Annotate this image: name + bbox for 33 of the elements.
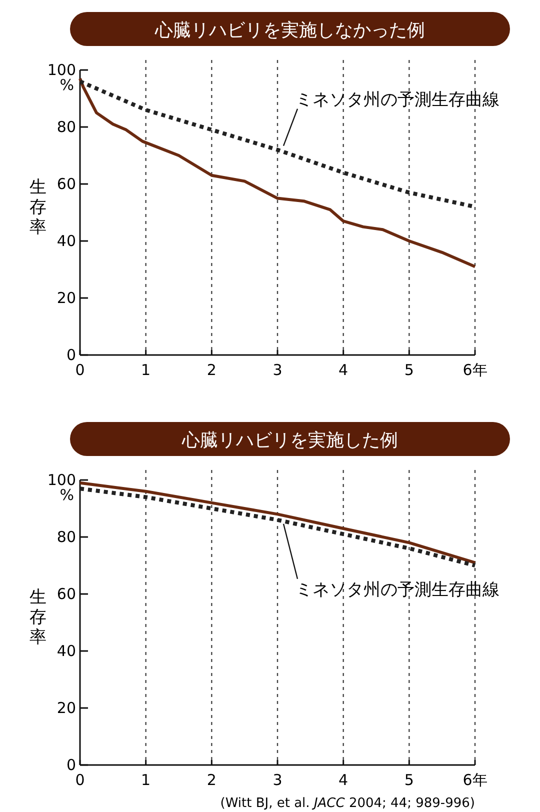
y-tick-label: 60 [56,585,76,603]
y-tick-label: 20 [56,289,76,307]
y-tick-label: 0 [66,346,76,364]
y-tick-label: 40 [56,642,76,660]
text: ミネソタ州の予測生存曲線 [296,90,500,110]
text: % [60,76,74,94]
y-tick-label: 40 [56,232,76,250]
x-tick-label: 4 [338,771,348,789]
chart-title: 心臓リハビリを実施しなかった例 [154,20,425,41]
x-tick-label: 5 [404,771,414,789]
y-tick-label: 20 [56,699,76,717]
chart-title: 心臓リハビリを実施した例 [181,430,398,451]
x-tick-label: 4 [338,361,348,379]
x-tick-label: 6年 [462,771,488,789]
y-tick-label: 80 [56,528,76,546]
text: (Witt BJ, et al. JACC 2004; 44; 989-996) [220,796,475,811]
y-tick-label: 100 [47,61,76,79]
y-tick-label: 100 [47,471,76,489]
x-tick-label: 3 [272,771,282,789]
y-axis-title: 生存率 [30,178,46,238]
x-tick-label: 6年 [462,361,488,379]
x-tick-label: 2 [206,361,216,379]
series-label: ミネソタ州の予測生存曲線 [296,580,500,600]
x-tick-label: 1 [141,361,151,379]
y-axis-title: 生存率 [30,588,46,648]
y-tick-label: 0 [66,756,76,774]
text: % [60,486,74,504]
x-tick-label: 5 [404,361,414,379]
y-tick-label: 80 [56,118,76,136]
x-tick-label: 1 [141,771,151,789]
x-tick-label: 3 [272,361,282,379]
y-tick-label: 60 [56,175,76,193]
x-tick-label: 2 [206,771,216,789]
